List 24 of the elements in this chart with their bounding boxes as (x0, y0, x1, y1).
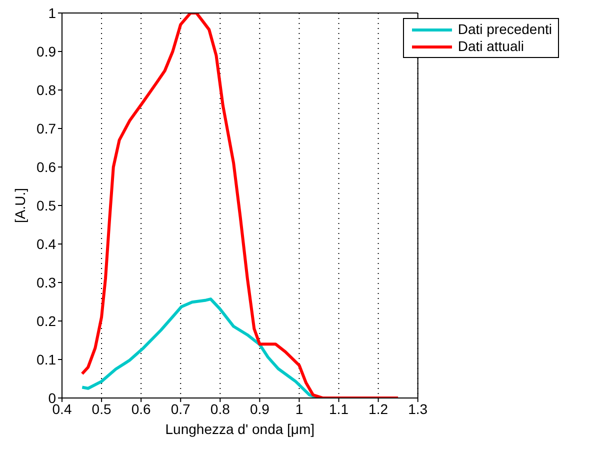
y-tick-label: 0.8 (36, 82, 56, 98)
legend-label: Dati precedenti (458, 21, 552, 38)
y-tick-label: 0.1 (36, 351, 56, 368)
x-tick-label: 0.8 (210, 400, 230, 417)
x-tick-label: 0.9 (250, 400, 270, 417)
x-tick-label: 1.1 (329, 400, 349, 417)
x-tick-label: 1.3 (408, 400, 428, 417)
y-tick-label: 0.4 (36, 236, 56, 252)
y-tick-label: 0.9 (36, 43, 56, 60)
y-tick-label: 1 (48, 4, 56, 21)
y-tick-label: 0.2 (36, 312, 56, 329)
x-tick-label: 1.2 (368, 400, 388, 417)
y-tick-label: 0.7 (36, 120, 56, 136)
line-series (80, 13, 400, 398)
x-axis-title: Lunghezza d' onda [μm] (165, 421, 315, 437)
legend-label: Dati attuali (458, 38, 524, 55)
y-tick-label: 0.6 (36, 158, 56, 175)
x-tick-label: 0.7 (170, 400, 191, 417)
x-tick-label: 0.6 (131, 400, 152, 417)
y-tick-label: 0.5 (36, 197, 56, 214)
y-axis-title: [A.U.] (12, 188, 28, 224)
y-tick-label: 0.3 (36, 274, 56, 290)
x-tick-label: 0.5 (92, 400, 112, 417)
x-tick-label: 1 (295, 400, 304, 417)
